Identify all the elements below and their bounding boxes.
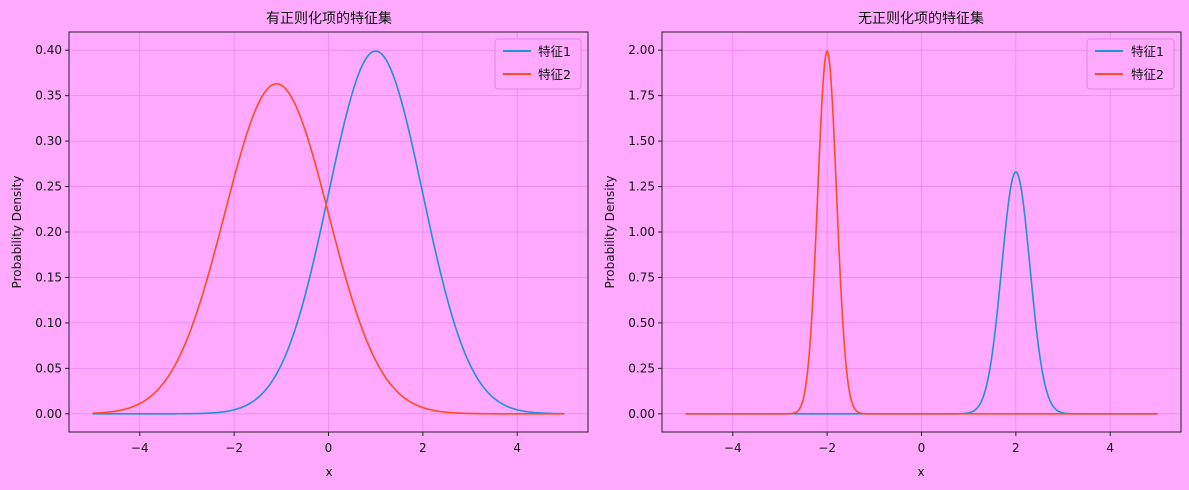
chart-2-y-tick-label: 0.50 bbox=[628, 316, 655, 330]
chart-2-series-2-line bbox=[685, 49, 1158, 415]
chart-2-legend-label-2: 特征2 bbox=[1131, 67, 1164, 82]
chart-1-x-tick-label: −2 bbox=[225, 441, 243, 455]
chart-1-y-tick-label: 0.25 bbox=[35, 180, 62, 194]
chart-2-legend: 特征1 特征2 bbox=[1086, 38, 1175, 90]
chart-2-x-tick-label: 4 bbox=[1106, 441, 1114, 455]
chart-1-legend-label-1: 特征1 bbox=[538, 44, 571, 59]
chart-1-y-tick-label: 0.15 bbox=[35, 270, 62, 284]
chart-2-x-tick-label: 0 bbox=[918, 441, 926, 455]
chart-1-series-2-line bbox=[92, 83, 565, 415]
chart-2-title: 无正则化项的特征集 bbox=[858, 10, 984, 27]
chart-panel-1: 有正则化项的特征集 −4 −2 0 2 4 0.00 0.05 0.10 0.15 0.20 0.2… bbox=[10, 10, 589, 479]
chart-2-x-tick-label: −4 bbox=[724, 441, 742, 455]
chart-2-legend-label-1: 特征1 bbox=[1131, 44, 1164, 59]
chart-1-x-tick-label: 4 bbox=[513, 441, 521, 455]
chart-1-legend-label-2: 特征2 bbox=[538, 67, 571, 82]
chart-1-ticks: −4 −2 0 2 4 0.00 0.05 0.10 0.15 0.20 0.25 0.30 0.35 0… bbox=[35, 43, 521, 455]
chart-1-y-axis-label: Probability Density bbox=[10, 176, 24, 289]
chart-2-y-tick-label: 1.25 bbox=[628, 180, 655, 194]
chart-1-series-1-line bbox=[92, 50, 565, 415]
chart-2-y-tick-label: 1.75 bbox=[628, 89, 655, 103]
chart-2-y-tick-label: 1.50 bbox=[628, 134, 655, 148]
chart-2-y-tick-label: 0.25 bbox=[628, 361, 655, 375]
chart-1-x-tick-label: 0 bbox=[325, 441, 333, 455]
chart-2-x-tick-label: −2 bbox=[818, 441, 836, 455]
chart-2-y-tick-label: 1.00 bbox=[628, 225, 655, 239]
chart-1-y-tick-label: 0.30 bbox=[35, 134, 62, 148]
chart-1-grid bbox=[69, 32, 588, 432]
chart-2-ticks: −4 −2 0 2 4 0.00 0.25 0.50 0.75 1.00 1.25 1.50 1.75 2… bbox=[628, 43, 1114, 455]
chart-2-x-tick-label: 2 bbox=[1012, 441, 1020, 455]
chart-1-y-tick-label: 0.20 bbox=[35, 225, 62, 239]
chart-1-x-tick-label: 2 bbox=[419, 441, 427, 455]
chart-2-x-axis-label: x bbox=[917, 465, 924, 479]
chart-2-y-tick-label: 0.75 bbox=[628, 270, 655, 284]
chart-1-y-tick-label: 0.05 bbox=[35, 361, 62, 375]
chart-1-y-tick-label: 0.40 bbox=[35, 43, 62, 57]
chart-panel-2: 无正则化项的特征集 −4 −2 0 2 4 0.00 0.25 0.50 0.75 1.00 1.2… bbox=[603, 10, 1182, 479]
chart-2-plot-lines bbox=[685, 49, 1158, 415]
chart-2-y-axis-label: Probability Density bbox=[603, 176, 617, 289]
chart-1-y-tick-label: 0.35 bbox=[35, 89, 62, 103]
chart-1-y-tick-label: 0.10 bbox=[35, 316, 62, 330]
chart-1-legend: 特征1 特征2 bbox=[494, 38, 582, 90]
chart-1-title: 有正则化项的特征集 bbox=[266, 10, 392, 27]
chart-2-y-tick-label: 2.00 bbox=[628, 43, 655, 57]
chart-2-y-tick-label: 0.00 bbox=[628, 407, 655, 421]
chart-1-x-axis-label: x bbox=[325, 465, 332, 479]
chart-1-x-tick-label: −4 bbox=[131, 441, 149, 455]
chart-1-plot-lines bbox=[92, 50, 565, 415]
chart-1-y-tick-label: 0.00 bbox=[35, 407, 62, 421]
